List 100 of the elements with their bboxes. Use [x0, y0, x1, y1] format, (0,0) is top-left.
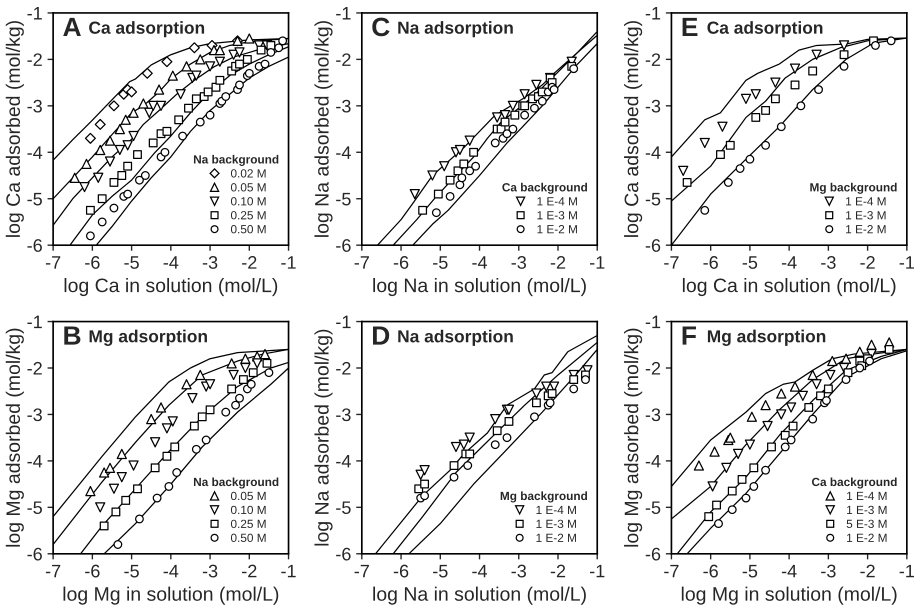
x-tick-label: -2: [550, 564, 566, 578]
y-tick-label: -6: [646, 548, 660, 561]
x-tick-label: -7: [354, 256, 369, 269]
x-tick-label: -3: [512, 256, 526, 269]
legend-label: 0.50 M: [230, 534, 266, 542]
annotation: D: [373, 326, 390, 345]
x-tick-label: -6: [85, 564, 100, 578]
x-tick-label: -4: [164, 564, 178, 578]
y-tick-label: -5: [336, 192, 351, 206]
chart-title: Mg adsorption: [708, 330, 826, 346]
x-axis-title: log Ca in solution (mol/L): [64, 278, 278, 296]
y-tick-label: -1: [646, 7, 660, 20]
y-tick-label: -2: [646, 53, 660, 66]
x-tick-label: -1: [590, 564, 604, 578]
y-tick-label: -4: [336, 146, 351, 159]
annotation: E: [682, 18, 698, 36]
x-tick-label: -2: [550, 256, 566, 269]
y-tick-label: -1: [27, 7, 42, 20]
x-tick-label: -4: [472, 256, 488, 269]
legend-title: Na background: [194, 154, 278, 166]
legend-label: 0.50 M: [230, 225, 266, 234]
legend-title: Na background: [194, 477, 278, 489]
legend-label: 1 E-4 M: [537, 197, 577, 206]
y-tick-label: -5: [27, 192, 42, 206]
x-axis-title: log Ca in solution (mol/L): [682, 278, 896, 296]
x-tick-label: -4: [782, 564, 797, 578]
x-tick-label: -3: [202, 564, 218, 578]
legend-label: 1 E-3 M: [537, 211, 577, 220]
x-tick-label: -4: [164, 256, 178, 269]
y-tick-label: -1: [336, 316, 351, 328]
legend-title: Mg background: [810, 182, 897, 194]
x-tick-label: -3: [512, 564, 526, 578]
y-tick-label: -4: [27, 146, 42, 159]
annotation: A: [63, 18, 81, 36]
legend-label: 0.05 M: [230, 492, 266, 500]
y-axis-title: log Ca adsorbed (mol/kg): [6, 21, 24, 237]
x-tick-label: -5: [433, 256, 448, 269]
x-tick-label: -1: [281, 564, 296, 578]
annotation: B: [64, 326, 80, 345]
y-tick-label: -4: [646, 455, 660, 468]
y-tick-label: -5: [646, 501, 660, 514]
y-tick-label: -4: [646, 146, 660, 159]
legend-label: 1 E-3 M: [536, 520, 576, 528]
x-tick-label: -2: [242, 564, 256, 578]
y-tick-label: -4: [336, 455, 351, 468]
y-tick-label: -5: [27, 501, 42, 514]
y-axis-title: log Mg adsorbed (mol/kg): [624, 328, 642, 547]
legend-label: 0.25 M: [230, 211, 266, 220]
chart-title: Ca adsorption: [707, 21, 822, 38]
y-tick-label: -5: [646, 192, 660, 206]
legend-label: 0.10 M: [230, 506, 266, 514]
legend-label: 1 E-2 M: [847, 534, 887, 542]
legend-label: 1 E-2 M: [537, 225, 577, 234]
annotation: C: [372, 18, 390, 36]
x-axis-title: log Mg in solution (mol/L): [682, 586, 897, 605]
y-axis-title: log Na adsorbed (mol/kg): [314, 330, 333, 546]
x-axis-title: log Mg in solution (mol/L): [64, 586, 278, 605]
y-tick-label: -2: [336, 53, 350, 66]
y-tick-label: -3: [27, 100, 42, 113]
y-tick-label: -2: [27, 362, 42, 375]
legend-label: 0.05 M: [230, 183, 266, 192]
legend-label: 0.10 M: [230, 197, 266, 206]
legend-label: 1 E-3 M: [847, 506, 887, 514]
x-tick-label: -5: [742, 564, 758, 578]
x-tick-label: -1: [281, 256, 296, 269]
chart-title: Na adsorption: [398, 330, 513, 346]
y-tick-label: -2: [336, 362, 350, 375]
chart-title: Ca adsorption: [89, 21, 204, 38]
chart-title: Mg adsorption: [90, 330, 207, 346]
x-tick-label: -1: [590, 256, 604, 269]
y-tick-label: -2: [646, 362, 660, 375]
y-tick-label: -1: [336, 7, 351, 20]
y-tick-label: -6: [27, 239, 42, 252]
y-tick-label: -3: [336, 100, 351, 113]
legend-label: 0.25 M: [230, 520, 266, 528]
legend-label: 1 E-4 M: [847, 492, 887, 500]
legend-label: 1 E-4 M: [536, 506, 576, 514]
x-axis-title: log Na in solution (mol/L): [373, 278, 586, 296]
x-tick-label: -6: [703, 256, 718, 269]
legend-label: 1 E-4 M: [846, 197, 886, 206]
legend-title: Ca background: [812, 477, 897, 489]
y-tick-label: -3: [27, 408, 42, 422]
x-tick-label: -6: [703, 564, 718, 578]
x-tick-label: -2: [860, 564, 875, 578]
x-tick-label: -1: [900, 564, 914, 578]
x-tick-label: -6: [394, 564, 408, 578]
y-tick-label: -6: [336, 239, 351, 252]
x-tick-label: -7: [354, 564, 369, 578]
legend-title: Ca background: [502, 182, 588, 194]
y-tick-label: -1: [27, 316, 42, 328]
x-tick-label: -7: [46, 564, 60, 578]
x-axis-title: log Na in solution (mol/L): [373, 586, 586, 605]
x-tick-label: -5: [742, 256, 758, 269]
x-tick-label: -5: [433, 564, 448, 578]
y-tick-label: -1: [646, 316, 660, 328]
legend-label: 1 E-2 M: [846, 225, 886, 234]
legend-title: Mg background: [500, 491, 588, 502]
x-tick-label: -5: [124, 256, 139, 269]
x-tick-label: -2: [860, 256, 875, 269]
x-tick-label: -3: [821, 256, 836, 269]
